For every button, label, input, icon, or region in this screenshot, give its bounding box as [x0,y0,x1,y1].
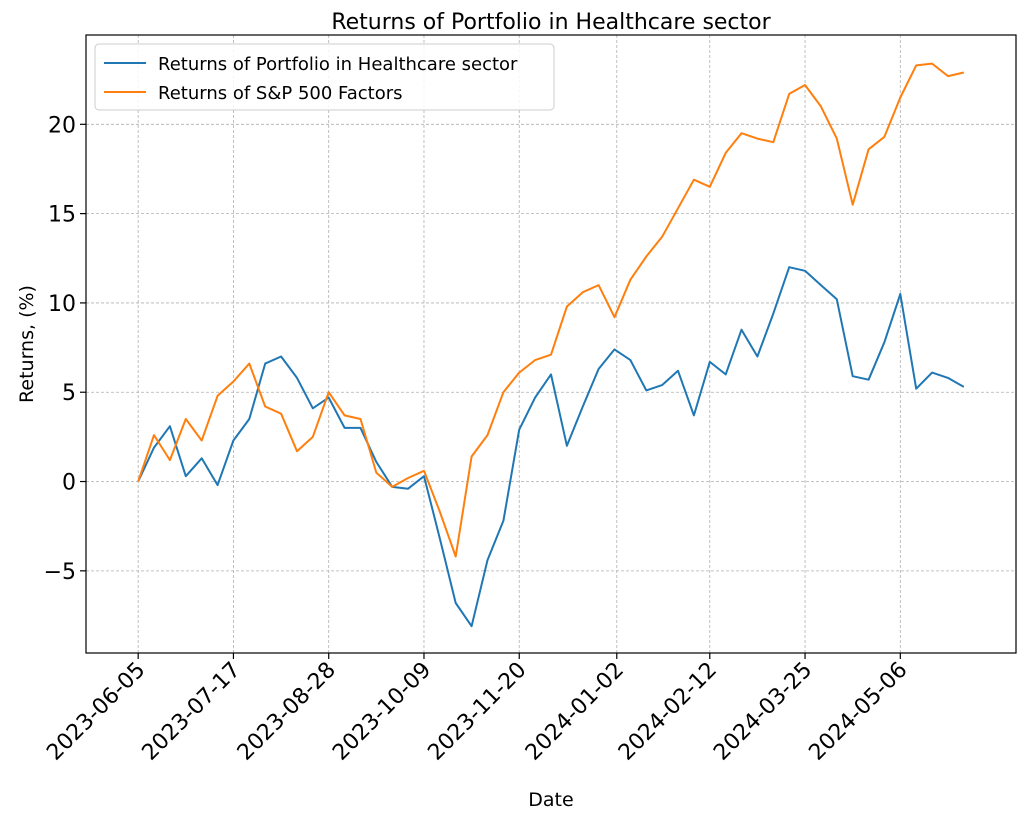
x-tick-label: 2024-03-25 [709,658,817,766]
legend-label-healthcare: Returns of Portfolio in Healthcare secto… [158,54,518,75]
x-tick-label: 2023-06-05 [42,658,150,766]
series-line-healthcare [137,266,965,628]
legend-label-sp500: Returns of S&P 500 Factors [158,83,403,104]
x-tick-label: 2023-10-09 [328,658,436,766]
y-axis-ticks: −5 0 5 10 15 20 [44,113,86,585]
y-tick-label: −5 [44,560,76,585]
series-layer [137,62,965,628]
legend: Returns of Portfolio in Healthcare secto… [94,43,555,111]
x-tick-label: 2024-01-02 [521,658,629,766]
legend-box [94,43,555,111]
y-tick-label: 5 [62,381,76,406]
y-tick-label: 10 [48,292,76,317]
x-tick-label: 2023-11-20 [423,658,531,766]
x-axis-label: Date [528,789,573,811]
y-axis-label: Returns, (%) [16,285,38,403]
x-tick-label: 2023-08-28 [233,658,341,766]
plot-frame [85,34,1017,654]
y-tick-label: 15 [48,203,76,228]
chart-title: Returns of Portfolio in Healthcare secto… [331,10,771,35]
x-tick-label: 2024-05-06 [804,658,912,766]
y-tick-label: 20 [48,113,76,138]
series-line-sp500 [137,62,965,558]
grid-layer [86,35,1016,653]
x-axis-ticks: 2023-06-052023-07-172023-08-282023-10-09… [42,653,913,766]
y-tick-label: 0 [62,471,76,496]
x-tick-label: 2023-07-17 [138,658,246,766]
x-tick-label: 2024-02-12 [614,658,722,766]
